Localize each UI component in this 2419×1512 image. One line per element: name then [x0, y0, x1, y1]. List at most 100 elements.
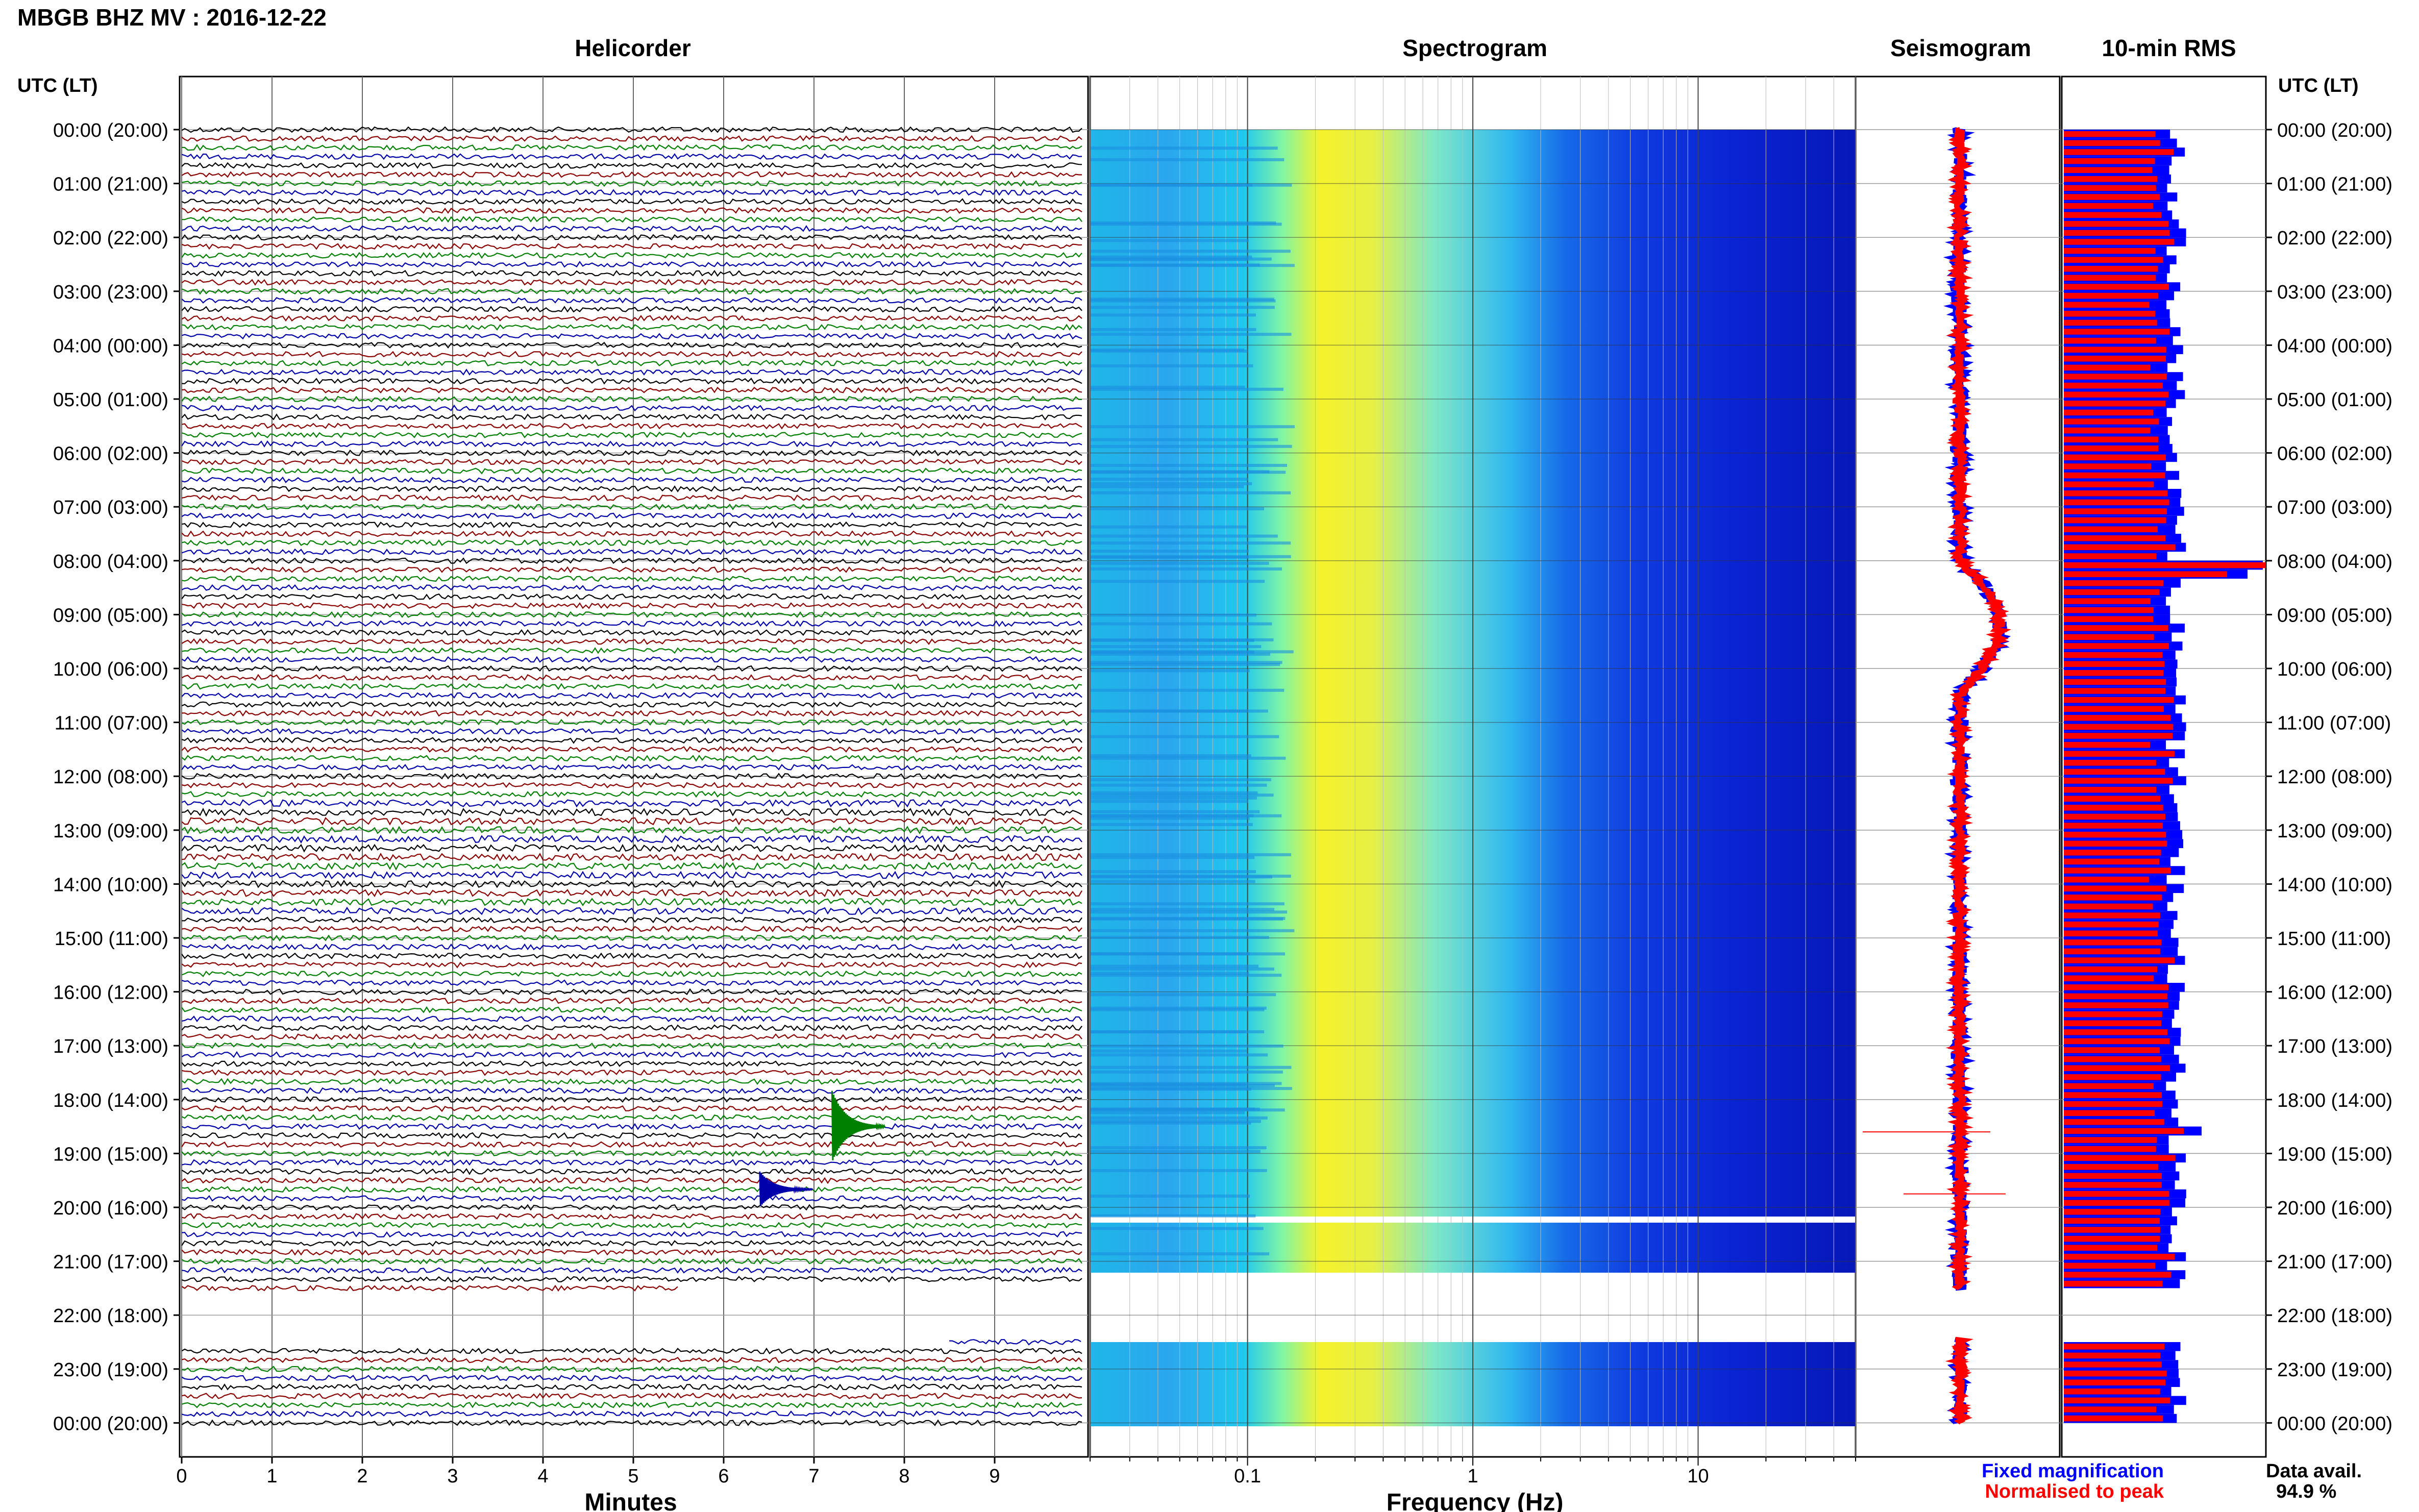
rms-bar-normalised: [2064, 778, 2173, 784]
helicorder-trace: [181, 494, 1082, 502]
rms-bar-normalised: [2064, 131, 2156, 137]
spectrogram-stripe: [1091, 183, 1292, 187]
helicorder-trace: [181, 1410, 1082, 1418]
y-tick-label-left: 15:00 (11:00): [55, 928, 168, 950]
helicorder-trace: [181, 1419, 1082, 1427]
rms-bar-normalised: [2064, 239, 2175, 245]
rms-bar-normalised: [2064, 993, 2167, 1000]
rms-bar-normalised: [2064, 706, 2164, 712]
rms-bar-normalised: [2064, 454, 2166, 461]
helicorder-trace: [181, 548, 1082, 556]
helicorder-trace: [181, 1212, 1082, 1220]
helicorder-trace: [181, 351, 1082, 358]
spectrogram-stripe: [1091, 935, 1269, 939]
spectrogram-stripe: [1091, 534, 1278, 538]
y-tick-label-left: 08:00 (04:00): [53, 551, 168, 573]
helicorder-trace: [181, 1284, 678, 1292]
y-tick-label-right: 10:00 (06:00): [2277, 659, 2392, 680]
spectrogram-stripe: [1091, 796, 1257, 800]
helicorder-trace: [181, 880, 1082, 888]
rms-bar-normalised: [2064, 796, 2160, 802]
rms-bar-normalised: [2064, 876, 2149, 883]
spectrogram-stripe: [1091, 146, 1278, 150]
helicorder-trace: [181, 701, 1082, 708]
helicorder-trace: [181, 1150, 1082, 1157]
rms-bar-normalised: [2064, 598, 2151, 604]
spectrogram-stripe: [1091, 387, 1283, 391]
seismogram-normalised-trace: [1945, 127, 2011, 1291]
helicorder-x-tick-label: 0: [176, 1466, 187, 1487]
spectrogram-stripe: [1091, 814, 1254, 817]
y-tick-label-right: 03:00 (23:00): [2277, 282, 2392, 303]
helicorder-event-trace: [831, 1090, 886, 1160]
helicorder-trace: [181, 1087, 1082, 1094]
spectrogram-stripe: [1091, 663, 1280, 666]
rms-bar-normalised: [2064, 481, 2154, 487]
rms-bar-normalised: [2064, 697, 2174, 703]
y-tick-label-right: 02:00 (22:00): [2277, 228, 2392, 249]
rms-bar-normalised: [2064, 679, 2166, 685]
spectrogram-stripe: [1091, 645, 1262, 649]
spectrogram-stripe: [1091, 853, 1291, 856]
rms-bar-normalised: [2064, 526, 2158, 532]
rms-bar-normalised: [2064, 1110, 2155, 1116]
helicorder-trace: [181, 1033, 1082, 1040]
spectrogram-stripe: [1091, 688, 1285, 692]
rms-bar-normalised: [2064, 427, 2151, 434]
helicorder-trace: [181, 871, 1082, 880]
spectrogram-x-label: Frequency (Hz): [1387, 1489, 1564, 1512]
helicorder-trace: [181, 826, 1082, 835]
helicorder-trace: [181, 297, 1082, 304]
rms-bar-normalised: [2064, 508, 2167, 514]
spectrogram-stripe: [1091, 669, 1250, 673]
rms-bar-normalised: [2064, 302, 2150, 308]
rms-bar-normalised: [2064, 823, 2163, 829]
helicorder-trace: [181, 593, 1082, 600]
helicorder-trace: [181, 476, 1082, 484]
rms-bar-normalised: [2064, 688, 2166, 694]
spectrogram-stripe: [1091, 964, 1258, 968]
rms-bar-normalised: [2064, 382, 2163, 389]
rms-bar-normalised: [2064, 948, 2160, 955]
helicorder-trace: [181, 162, 1082, 169]
helicorder-trace: [181, 807, 1082, 817]
spectrogram-stripe: [1091, 482, 1252, 485]
helicorder-event-trace: [759, 1171, 813, 1206]
spectrogram-stripe: [1091, 258, 1248, 261]
rms-bar-normalised: [2064, 212, 2162, 218]
rms-bar-normalised: [2064, 562, 2266, 568]
rms-bar-normalised: [2064, 221, 2169, 227]
rms-bar-normalised: [2064, 1074, 2161, 1080]
helicorder-trace: [181, 817, 1082, 826]
helicorder-trace: [181, 934, 1082, 941]
rms-bar-normalised: [2064, 670, 2164, 676]
spectrogram-x-tick-label: 10: [1687, 1466, 1709, 1487]
spectrogram-stripe: [1091, 1214, 1256, 1218]
rms-bar-normalised: [2064, 724, 2174, 730]
spectrogram-stripe: [1091, 638, 1274, 641]
helicorder-trace: [181, 315, 1082, 322]
helicorder-trace: [181, 575, 1082, 582]
helicorder-trace: [181, 790, 1082, 798]
y-tick-label-right: 15:00 (11:00): [2277, 928, 2391, 950]
helicorder-x-ticks: 0 1 2 3 4 5 6 7 8 9: [176, 1457, 1000, 1487]
rms-bar-normalised: [2064, 490, 2168, 497]
y-tick-label-right: 16:00 (12:00): [2277, 982, 2392, 1004]
y-ticks-left: 00:00 (20:00) 01:00 (21:00) 02:00 (22:00) 0…: [53, 120, 180, 1434]
y-tick-label-right: 01:00 (21:00): [2277, 174, 2392, 195]
rms-bar-normalised: [2064, 284, 2169, 290]
spectrogram-stripe: [1091, 880, 1255, 883]
spectrogram-stripe: [1091, 1087, 1292, 1090]
helicorder-trace: [181, 952, 1082, 959]
helicorder-trace: [181, 629, 1082, 636]
helicorder-trace: [181, 467, 1082, 475]
spectrogram-stripe: [1091, 333, 1292, 336]
rms-bar-normalised: [2064, 751, 2175, 757]
spectrogram-stripe: [1091, 444, 1292, 448]
rms-bar-normalised: [2064, 760, 2156, 766]
helicorder-x-tick-label: 6: [718, 1466, 729, 1487]
helicorder-trace: [181, 288, 1082, 295]
spectrogram-stripe: [1091, 613, 1256, 617]
helicorder-trace: [181, 728, 1082, 735]
y-tick-label-right: 23:00 (19:00): [2277, 1359, 2392, 1381]
